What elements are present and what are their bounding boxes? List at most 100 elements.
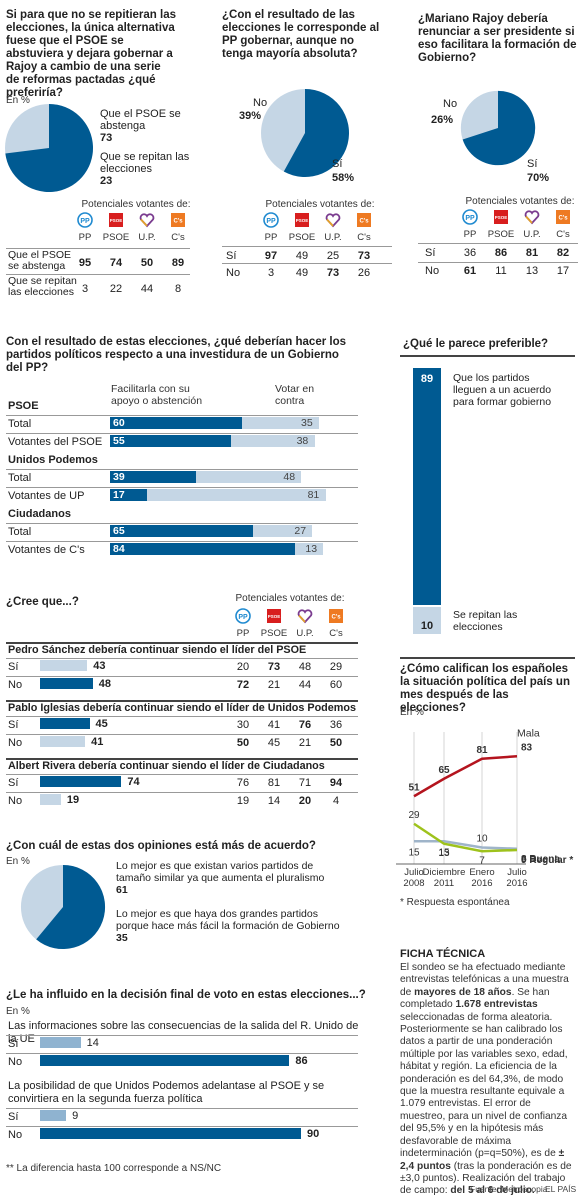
- q4-col2: Votar en contra: [275, 383, 315, 407]
- party-label-0: PP: [264, 232, 278, 243]
- q4-bar-facilitar: [110, 543, 295, 555]
- q4-group-0: PSOE: [8, 400, 39, 412]
- q6-val-si: 45: [95, 718, 108, 730]
- q4-val-facilitar: 17: [113, 489, 125, 501]
- party-label-3: C's: [556, 229, 570, 240]
- q7-point-label: 81: [476, 745, 488, 756]
- pp-logo-icon: PP: [77, 212, 93, 228]
- cs-logo-icon: C's: [356, 212, 372, 228]
- q6-val-si: 74: [127, 776, 140, 788]
- value-cell: 44: [140, 283, 154, 295]
- q2-row-si-values: 97 49 25 73: [254, 250, 394, 264]
- q7-point-label: 15: [438, 847, 450, 858]
- value-cell: 22: [109, 283, 123, 295]
- q7-point-label: 8 Buena: [521, 854, 560, 865]
- q1-legend-1: Que el PSOE se abstenga 73: [100, 108, 190, 144]
- party-label-2: U.P.: [324, 232, 342, 243]
- q7-series-2: [413, 822, 518, 853]
- value-cell: 86: [494, 247, 508, 259]
- q4-row-label: Total: [8, 472, 32, 484]
- q2-row-no-label: No: [226, 267, 241, 279]
- q4-val-contra: 38: [296, 435, 309, 447]
- q6-val-no: 19: [66, 794, 80, 806]
- q6-no-label: No: [8, 737, 23, 749]
- q4-bar-facilitar: [110, 525, 253, 537]
- pp-logo-icon: PP: [462, 209, 478, 225]
- value-cell: 13: [525, 265, 539, 277]
- q5-bar-repetir: [413, 607, 441, 634]
- q7-note: * Respuesta espontánea: [400, 897, 510, 908]
- svg-text:PP: PP: [238, 614, 248, 621]
- q9-title: ¿Le ha influido en la decisión final de …: [6, 989, 366, 1001]
- q3-potenciales: Potenciales votantes de:: [465, 196, 575, 207]
- q6-bar-no: [40, 678, 93, 689]
- q7-series-name-mala: Mala: [517, 727, 540, 739]
- svg-text:C's: C's: [173, 219, 183, 225]
- q6-party-value: 73: [267, 661, 281, 673]
- q7-point-label: 29: [408, 810, 420, 821]
- q3-row-si-values: 36 86 81 82: [453, 247, 580, 261]
- party-label-1: PSOE: [487, 229, 515, 240]
- q2-party-logos: PP PP PSOE PSOE U.P. C's C's: [254, 212, 394, 246]
- q4-val-facilitar: 55: [113, 435, 125, 447]
- value-cell: 36: [463, 247, 477, 259]
- q9-body: Las informaciones sobre las consecuencia…: [0, 1018, 380, 1158]
- q6-bar-si: [40, 718, 90, 729]
- value-cell: 3: [267, 267, 275, 279]
- svg-text:PSOE: PSOE: [110, 218, 123, 223]
- q4-row-label: Total: [8, 418, 32, 430]
- q1-title: Si para que no se repitieran las eleccio…: [6, 9, 177, 99]
- q6-party-value: 21: [298, 737, 312, 749]
- q1-s1-val: 73: [100, 132, 113, 144]
- source: Fuente: Metroscopia.: [470, 1184, 550, 1194]
- q4-col1: Facilitarla con su apoyo o abstención: [111, 383, 203, 407]
- q1-s2-val: 23: [100, 175, 113, 187]
- svg-text:C's: C's: [558, 216, 568, 222]
- up-logo-icon: [297, 608, 313, 624]
- q1-potenciales: Potenciales votantes de:: [81, 199, 191, 210]
- q6-party-value: 29: [329, 661, 343, 673]
- q8-l2: Lo mejor es que haya dos grandes partido…: [116, 908, 340, 932]
- q6-party-value: 72: [236, 679, 250, 691]
- q6-si-label: Sí: [8, 777, 19, 789]
- q9-val-si: 9: [72, 1110, 79, 1122]
- value-cell: 49: [295, 250, 309, 262]
- q6-statement-0: Pedro Sánchez debería continuar siendo e…: [8, 644, 307, 656]
- q4-bar-contra: [242, 417, 319, 429]
- q5-title: ¿Qué le parece preferible?: [403, 338, 549, 350]
- q2-si-val: 58%: [332, 172, 355, 184]
- q6-bar-no: [40, 794, 61, 805]
- q9-item-1: La posibilidad de que Unidos Podemos ade…: [8, 1080, 325, 1105]
- party-label-0: PP: [236, 628, 250, 639]
- q4-val-contra: 13: [305, 543, 318, 555]
- q7-point-label: 65: [438, 765, 450, 776]
- q3-pie: [460, 90, 536, 166]
- q6-party-value: 41: [267, 719, 281, 731]
- value-cell: 89: [171, 257, 185, 269]
- ficha-body: El sondeo se ha efectuado mediante entre…: [400, 962, 572, 1197]
- q1-row-2-values: 3 22 44 8: [68, 283, 198, 297]
- party-label-2: U.P.: [296, 628, 314, 639]
- q6-val-no: 41: [91, 736, 104, 748]
- q4-bar-contra: [294, 543, 324, 555]
- q8-l1: Lo mejor es que existan varios partidos …: [116, 860, 325, 884]
- q4-val-facilitar: 84: [113, 543, 125, 555]
- q4-group-2: Ciudadanos: [8, 508, 71, 520]
- q6-party-value: 20: [298, 795, 312, 807]
- q2-no-label: No: [253, 97, 268, 109]
- q3-title: ¿Mariano Rajoy debería renunciar a ser p…: [418, 13, 577, 64]
- q3-row-si-label: Sí: [425, 247, 436, 259]
- q4-val-contra: 48: [283, 471, 296, 483]
- q2-pie-slice-si: [283, 89, 349, 177]
- q4-bar-facilitar: [110, 417, 242, 429]
- q1-row-1-values: 95 74 50 89: [68, 257, 198, 271]
- q1-party-logos: PP PP PSOE PSOE U.P. C's C's: [68, 212, 208, 246]
- q7-x-label: Julio: [404, 867, 424, 878]
- q4-bar-contra: [195, 471, 302, 483]
- value-cell: 81: [525, 247, 539, 259]
- q8-pie: [20, 864, 106, 950]
- q3-row-no-values: 61 11 13 17: [453, 265, 580, 279]
- q1-s1-label: Que el PSOE se abstenga: [100, 108, 181, 132]
- q1-legend-2: Que se repitan las elecciones 23: [100, 151, 190, 187]
- q4-bar-contra: [253, 525, 313, 537]
